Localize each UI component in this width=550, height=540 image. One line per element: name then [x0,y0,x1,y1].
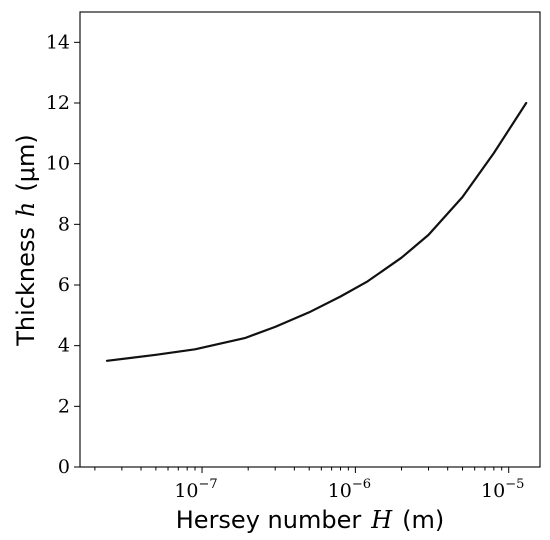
x-axis-label: Hersey number H (m) [176,506,445,534]
y-tick-label: 2 [58,395,70,417]
series-layer [105,101,528,362]
y-tick-label: 14 [46,31,70,53]
y-tick-label: 12 [46,92,70,114]
x-axis-ticks: 10−7 10−6 10−5 [94,467,524,502]
y-tick-label: 8 [58,213,70,235]
y-axis-ticks: 0 2 4 6 8 10 12 14 [46,31,80,478]
x-tick-label: 10−7 [174,477,217,502]
plot-frame [79,11,541,468]
y-tick-label: 4 [58,335,70,357]
y-tick-label: 0 [58,456,70,478]
y-tick-label: 6 [58,274,70,296]
x-tick-label: 10−5 [481,477,524,502]
y-axis-label: Thickness h (μm) [12,134,40,346]
y-tick-label: 10 [46,153,70,175]
series-line [105,101,528,362]
x-tick-label: 10−6 [328,477,371,502]
